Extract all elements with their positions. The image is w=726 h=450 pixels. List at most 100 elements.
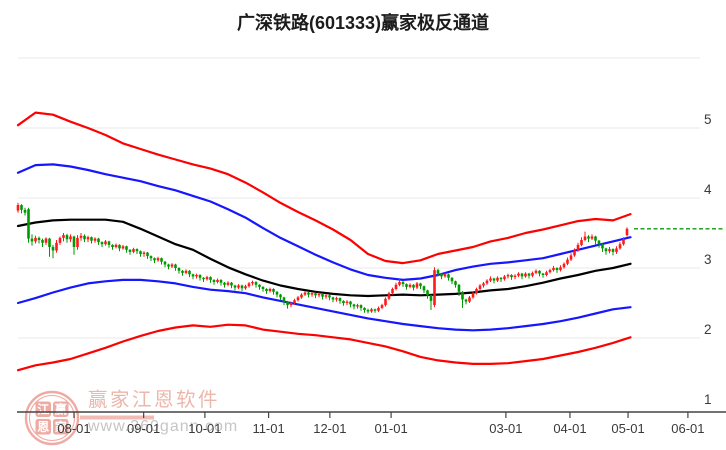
candle-down bbox=[429, 294, 433, 310]
candle-body bbox=[76, 237, 79, 247]
candle-body bbox=[419, 283, 422, 287]
candle-down bbox=[464, 298, 468, 305]
candle-down bbox=[212, 279, 216, 285]
candle-body bbox=[324, 295, 328, 297]
x-tick-label: 08-01 bbox=[57, 421, 90, 436]
candle-body bbox=[181, 270, 184, 273]
candle-down bbox=[279, 293, 282, 301]
x-tick-label: 05-01 bbox=[611, 421, 644, 436]
candle-up bbox=[506, 273, 510, 279]
candle-body bbox=[601, 244, 604, 249]
candle-up bbox=[237, 284, 240, 289]
x-tick-label: 09-01 bbox=[127, 421, 160, 436]
candle-body bbox=[135, 249, 139, 252]
candle-up bbox=[590, 234, 594, 240]
candle-up bbox=[79, 233, 83, 241]
candle-body bbox=[202, 277, 205, 280]
candle-body bbox=[482, 283, 485, 286]
candle-body bbox=[580, 240, 583, 245]
candle-down bbox=[282, 296, 286, 306]
candle-body bbox=[622, 239, 625, 245]
candle-body bbox=[188, 270, 191, 275]
candle-down bbox=[363, 307, 366, 313]
candle-up bbox=[244, 284, 247, 290]
stamp-block bbox=[53, 419, 69, 435]
candle-body bbox=[247, 283, 251, 287]
candle-body bbox=[16, 205, 20, 211]
candle-up bbox=[503, 275, 506, 281]
candle-down bbox=[100, 241, 104, 247]
candle-up bbox=[296, 296, 300, 302]
candle-body bbox=[244, 286, 247, 289]
candle-body bbox=[118, 244, 121, 249]
candle-down bbox=[223, 282, 226, 288]
candle-body bbox=[55, 242, 58, 251]
candle-up bbox=[496, 276, 499, 282]
candle-body bbox=[534, 270, 538, 273]
candle-down bbox=[191, 273, 195, 280]
candle-body bbox=[321, 293, 324, 297]
candle-body bbox=[240, 285, 244, 289]
candle-body bbox=[538, 270, 541, 274]
candle-body bbox=[611, 249, 615, 252]
candle-body bbox=[226, 282, 230, 285]
candle-body bbox=[293, 300, 296, 303]
candle-up bbox=[559, 265, 562, 272]
candle-up bbox=[300, 293, 303, 299]
candle-body bbox=[209, 277, 212, 280]
candle-down bbox=[352, 303, 356, 310]
candle-body bbox=[552, 268, 555, 271]
candle-down bbox=[258, 284, 261, 290]
stamp-char: 江 bbox=[37, 402, 49, 417]
outer-lower-red-band bbox=[16, 323, 632, 372]
candle-down bbox=[510, 274, 513, 280]
stamp-block bbox=[35, 401, 51, 417]
candle-body bbox=[506, 275, 510, 277]
candle-body bbox=[405, 284, 408, 287]
candle-up bbox=[548, 268, 552, 274]
candle-body bbox=[160, 258, 163, 262]
candle-body bbox=[447, 274, 450, 278]
candle-body bbox=[104, 241, 107, 245]
candle-down bbox=[611, 248, 615, 256]
candle-body bbox=[128, 249, 132, 252]
candle-up bbox=[468, 296, 471, 303]
candle-up bbox=[104, 240, 107, 246]
candle-body bbox=[569, 255, 573, 260]
candle-body bbox=[314, 293, 317, 296]
candle-down bbox=[338, 297, 342, 304]
watermark-url-text: www.360gann.com bbox=[87, 418, 238, 435]
candle-down bbox=[198, 274, 202, 281]
candle-body bbox=[387, 293, 391, 299]
candle-body bbox=[268, 289, 272, 292]
candle-down bbox=[261, 286, 265, 292]
candle-down bbox=[125, 245, 128, 253]
candle-down bbox=[202, 277, 205, 282]
candle-up bbox=[408, 283, 412, 289]
candle-down bbox=[37, 236, 41, 244]
candle-body bbox=[457, 284, 461, 292]
candle-down bbox=[48, 237, 51, 257]
candle-body bbox=[174, 264, 177, 268]
candle-body bbox=[492, 278, 496, 281]
candle-up bbox=[142, 251, 146, 257]
candle-down bbox=[447, 273, 450, 281]
candle-up bbox=[226, 281, 230, 287]
candle-up bbox=[69, 234, 72, 243]
candle-body bbox=[58, 237, 62, 243]
candle-body bbox=[191, 274, 195, 277]
candle-body bbox=[205, 277, 209, 280]
candle-body bbox=[363, 307, 366, 310]
candle-down bbox=[601, 243, 604, 252]
candle-up bbox=[545, 270, 548, 277]
candle-body bbox=[366, 310, 370, 312]
candle-up bbox=[268, 287, 272, 293]
candle-body bbox=[440, 273, 443, 277]
candle-body bbox=[471, 293, 475, 298]
candle-body bbox=[258, 284, 261, 287]
candle-body bbox=[69, 236, 72, 240]
candle-up bbox=[471, 291, 475, 299]
candle-up bbox=[377, 306, 380, 313]
candle-body bbox=[289, 303, 293, 306]
